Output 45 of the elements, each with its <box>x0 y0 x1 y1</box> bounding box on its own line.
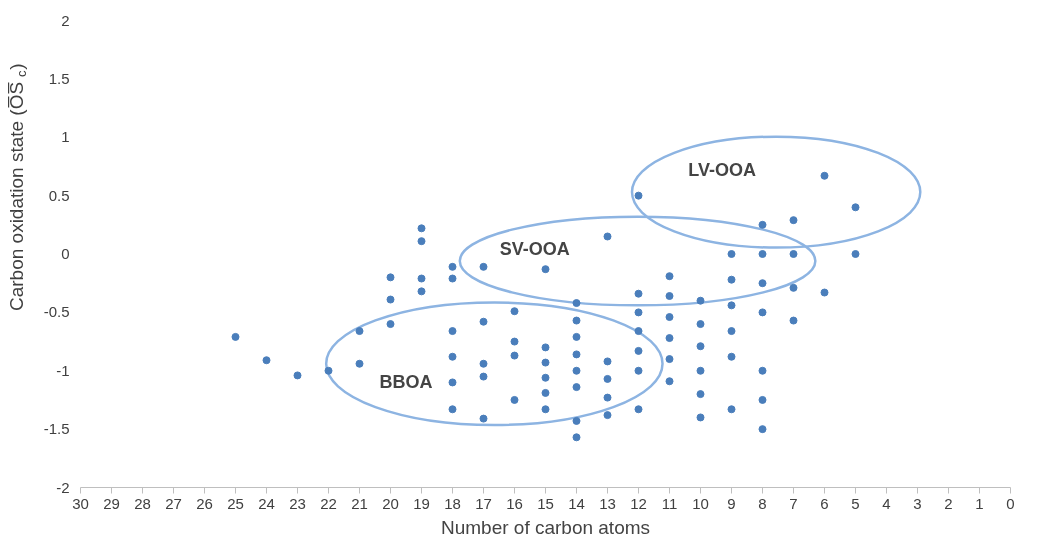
y-tick-label: 2 <box>61 11 70 29</box>
x-tick-label: 19 <box>413 494 430 512</box>
x-tick-label: 30 <box>72 494 89 512</box>
x-tick-label: 9 <box>727 494 736 512</box>
y-tick-label: 0 <box>61 245 70 262</box>
annotation: SV-OOA <box>499 239 570 260</box>
annotation: LV-OOA <box>688 159 757 180</box>
y-tick-label: 0.5 <box>48 186 70 204</box>
y-tick-label: -0.5 <box>43 303 70 321</box>
x-tick-label: 5 <box>851 494 860 512</box>
y-axis-title: Carbon oxidation state (O̅S̅c) <box>6 63 29 312</box>
x-tick-label: 27 <box>165 494 182 512</box>
x-tick-label: 4 <box>882 494 891 512</box>
x-tick-label: 2 <box>944 494 953 512</box>
x-tick-label: 13 <box>599 494 616 512</box>
x-tick-label: 22 <box>320 494 337 512</box>
x-tick-label: 20 <box>382 494 399 512</box>
x-tick-label: 11 <box>661 494 678 512</box>
x-tick-label: 16 <box>506 494 523 512</box>
x-tick-label: 26 <box>196 494 213 512</box>
x-tick-label: 8 <box>758 494 767 512</box>
x-tick-label: 15 <box>537 494 554 512</box>
y-tick-label: -2 <box>56 478 70 496</box>
y-tick-label: 1 <box>61 128 70 146</box>
x-tick-label: 0 <box>1006 494 1015 512</box>
x-tick-label: 7 <box>789 494 798 512</box>
x-tick-label: 29 <box>103 494 120 512</box>
x-tick-label: 28 <box>134 494 151 512</box>
x-tick-label: 23 <box>289 494 306 512</box>
x-tick-label: 25 <box>227 494 244 512</box>
x-tick-label: 17 <box>475 494 492 512</box>
y-tick-label: -1 <box>56 361 70 379</box>
x-tick-label: 21 <box>351 494 368 512</box>
x-tick-label: 10 <box>692 494 709 512</box>
x-tick-label: 24 <box>258 494 275 512</box>
y-tick-label: 1.5 <box>48 69 70 87</box>
x-tick-label: 3 <box>913 494 922 512</box>
x-tick-label: 6 <box>820 494 829 512</box>
annotation: BBOA <box>379 372 433 393</box>
y-tick-label: -1.5 <box>43 420 70 438</box>
x-tick-label: 1 <box>975 494 984 512</box>
x-tick-label: 18 <box>444 494 461 512</box>
x-axis-title: Number of carbon atoms <box>440 516 651 538</box>
x-tick-label: 12 <box>630 494 647 512</box>
x-tick-label: 14 <box>568 494 585 512</box>
